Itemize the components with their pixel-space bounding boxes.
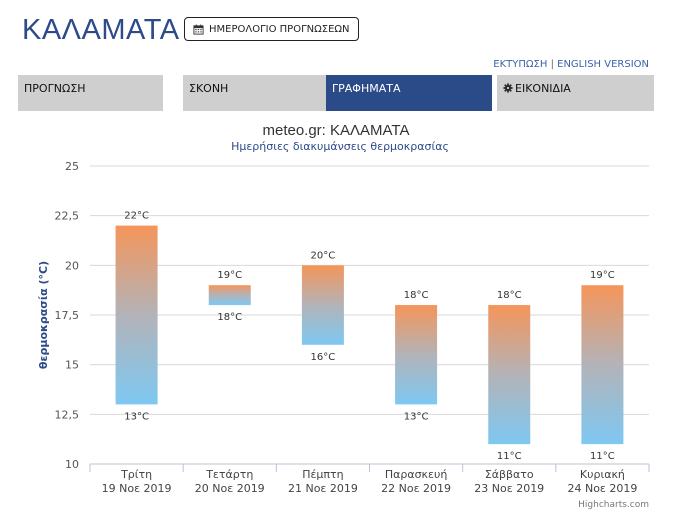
tab-dust[interactable]: ΣΚΟΝΗ [183,75,327,111]
x-tick-day-label: Τρίτη [120,468,152,481]
high-temp-label: 18°C [497,290,522,301]
link-separator: | [550,59,554,70]
y-tick-label: 15 [65,359,79,372]
high-temp-label: 22°C [124,211,149,222]
tab-forecast[interactable]: ΠΡΟΓΝΩΣΗ [18,75,163,111]
calendar-button-label: ΗΜΕΡΟΛΟΓΙΟ ΠΡΟΓΝΩΣΕΩΝ [209,23,350,35]
x-tick-date-label: 20 Νοε 2019 [195,482,265,495]
temperature-bar [301,265,344,345]
gear-icon [503,83,513,93]
x-tick-day-label: Σάββατο [485,468,534,481]
x-tick-date-label: 22 Νοε 2019 [381,482,451,495]
x-tick-day-label: Κυριακή [580,468,625,481]
print-link[interactable]: ΕΚΤΥΠΩΣΗ [493,59,548,70]
low-temp-label: 13°C [404,411,429,422]
page-title: ΚΑΛΑΜΑΤΑ [22,14,180,46]
chart-credit[interactable]: Highcharts.com [578,500,649,510]
x-tick-date-label: 23 Νοε 2019 [474,482,544,495]
calendar-icon [193,23,204,35]
temperature-bar [581,285,624,445]
x-tick-day-label: Παρασκευή [385,468,448,481]
top-links: ΕΚΤΥΠΩΣΗ | ENGLISH VERSION [493,59,649,70]
x-tick-day-label: Τετάρτη [205,468,253,481]
x-tick-date-label: 19 Νοε 2019 [102,482,172,495]
temperature-bar [115,225,158,405]
temperature-bar [208,285,251,306]
x-tick-date-label: 21 Νοε 2019 [288,482,358,495]
high-temp-label: 19°C [590,270,615,281]
forecast-calendar-button[interactable]: ΗΜΕΡΟΛΟΓΙΟ ΠΡΟΓΝΩΣΕΩΝ [184,17,359,41]
english-version-link[interactable]: ENGLISH VERSION [557,59,649,70]
chart-subtitle: Ημερήσιες διακυμάνσεις θερμοκρασίας [231,140,449,153]
low-temp-label: 18°C [217,312,242,323]
y-tick-label: 22,5 [55,210,80,223]
tab-label: ΠΡΟΓΝΩΣΗ [24,82,86,95]
x-tick-day-label: Πέμπτη [302,468,343,481]
y-tick-label: 17,5 [55,309,80,322]
temperature-bar [395,305,438,405]
y-tick-label: 20 [65,259,79,272]
y-tick-label: 12,5 [55,408,80,421]
low-temp-label: 16°C [311,352,336,363]
y-tick-label: 25 [65,160,79,173]
high-temp-label: 20°C [311,250,336,261]
low-temp-label: 13°C [124,411,149,422]
chart-title: meteo.gr: ΚΑΛΑΜΑΤΑ [262,122,409,139]
tab-label: ΣΚΟΝΗ [189,82,229,95]
low-temp-label: 11°C [497,451,522,462]
temperature-bar [488,305,531,445]
tab-charts[interactable]: ΓΡΑΦΗΜΑΤΑ [326,75,492,111]
tab-label: ΓΡΑΦΗΜΑΤΑ [332,82,401,95]
tab-icons[interactable]: ΕΙΚΟΝΙΔΙΑ [497,75,654,111]
x-tick-date-label: 24 Νοε 2019 [567,482,637,495]
tab-bar: ΠΡΟΓΝΩΣΗ ΣΚΟΝΗ ΓΡΑΦΗΜΑΤΑ ΕΙΚΟΝΙΔΙΑ [18,75,654,111]
high-temp-label: 19°C [217,270,242,281]
high-temp-label: 18°C [404,290,429,301]
low-temp-label: 11°C [590,451,615,462]
y-tick-label: 10 [65,458,79,471]
y-axis-label: θερμοκρασία (°C) [37,261,50,369]
tab-label: ΕΙΚΟΝΙΔΙΑ [515,82,571,95]
